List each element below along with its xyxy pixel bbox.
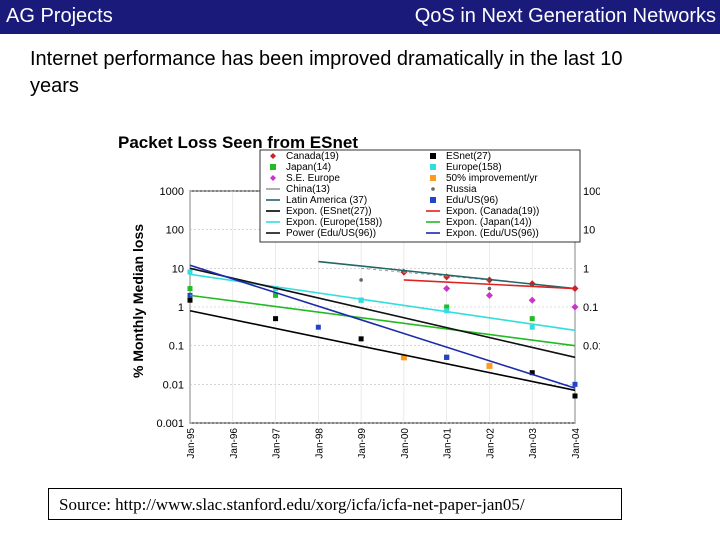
x-tick-label: Jan-97 (272, 428, 283, 459)
trend-line (189, 294, 576, 347)
data-point (443, 285, 451, 293)
slide-header: AG Projects QoS in Next Generation Netwo… (0, 0, 720, 34)
y-tick-label-left: 1000 (160, 186, 184, 198)
data-point (273, 292, 279, 298)
x-tick-label: Jan-01 (443, 428, 454, 459)
data-point (187, 269, 193, 275)
legend-label: 50% improvement/yr (446, 173, 538, 184)
chart-tick-labels: 1000 100 10 1 0.1 0.01 0.001 100 10 1 0.1 0.01 Jan-9… (156, 186, 600, 459)
legend-swatch (270, 164, 276, 170)
y-tick-label-right: 1 (583, 263, 589, 275)
y-tick-label-left: 100 (166, 225, 184, 237)
data-point (315, 324, 321, 330)
legend-label: Canada(19) (286, 151, 339, 162)
legend-box (259, 149, 581, 243)
x-tick-label: Jan-99 (357, 428, 368, 459)
data-point (529, 370, 535, 376)
data-point (486, 362, 493, 369)
data-point (529, 324, 535, 330)
y-tick-label-right: 0.01 (583, 341, 600, 353)
legend-label: Expon. (Canada(19)) (446, 206, 539, 217)
slide-headline: Internet performance has been improved d… (30, 48, 623, 97)
trend-line (403, 279, 576, 290)
y-tick-label-left: 0.001 (156, 418, 184, 430)
chart-marks (187, 268, 579, 399)
data-point (529, 316, 535, 322)
data-point (572, 381, 578, 387)
y-tick-label-right: 100 (583, 186, 600, 198)
data-point (528, 296, 536, 304)
packet-loss-chart: Packet Loss Seen from ESnet % Monthly Me… (118, 133, 600, 459)
legend-label: Expon. (Japan(14)) (446, 217, 532, 228)
data-point (487, 286, 492, 291)
trend-line (318, 260, 576, 290)
source-citation: Source: http://www.slac.stanford.edu/xor… (48, 488, 622, 520)
legend-label: Japan(14) (286, 162, 331, 173)
legend-swatch (270, 175, 276, 181)
legend-swatch (430, 175, 436, 181)
legend-swatch (270, 153, 276, 159)
legend-swatch (430, 164, 436, 170)
x-tick-label: Jan-96 (229, 428, 240, 459)
legend-label: Expon. (Europe(158)) (286, 217, 382, 228)
legend-label: Russia (446, 184, 477, 195)
x-tick-label: Jan-04 (571, 428, 582, 459)
y-tick-label-left: 1 (178, 302, 184, 314)
legend-label: ESnet(27) (446, 151, 491, 162)
x-tick-label: Jan-02 (485, 428, 496, 459)
y-tick-label-left: 0.1 (169, 341, 184, 353)
data-point (400, 354, 407, 361)
legend-label: Latin America (37) (286, 195, 367, 206)
chart-trend-lines (189, 260, 576, 392)
data-point (187, 297, 193, 303)
data-point (485, 291, 493, 299)
legend-label: S.E. Europe (286, 173, 340, 184)
data-point (444, 308, 450, 314)
y-tick-label-left: 0.01 (163, 379, 184, 391)
legend-swatch (430, 197, 436, 203)
data-point (358, 297, 364, 303)
legend-swatch (431, 187, 435, 191)
data-point (358, 336, 364, 342)
data-point (187, 286, 193, 292)
data-point (572, 393, 578, 399)
data-point (571, 285, 579, 293)
legend-label: China(13) (286, 184, 330, 195)
trend-line (189, 264, 576, 389)
header-left-title: AG Projects (6, 5, 113, 27)
legend-label: Power (Edu/US(96)) (286, 228, 376, 239)
chart-legend: Canada(19) ESnet(27) Japan(14) Europe(158) S… (259, 149, 581, 243)
x-tick-label: Jan-98 (314, 428, 325, 459)
data-point (359, 278, 363, 282)
data-point (444, 354, 450, 360)
x-tick-label: Jan-00 (400, 428, 411, 459)
y-tick-label-right: 0.1 (583, 302, 598, 314)
chart-frame: Packet Loss Seen from ESnet % Monthly Me… (118, 133, 358, 378)
trend-line (189, 267, 576, 359)
header-right-title: QoS in Next Generation Networks (414, 5, 716, 27)
data-point (273, 316, 279, 322)
x-tick-label: Jan-95 (186, 428, 197, 459)
trend-line (189, 309, 576, 392)
x-tick-label: Jan-03 (528, 428, 539, 459)
data-point (571, 303, 579, 311)
y-tick-label-left: 10 (172, 263, 184, 275)
chart-title: Packet Loss Seen from ESnet (118, 133, 358, 152)
data-point (444, 304, 450, 310)
chart-y-axis-label: % Monthly Median loss (130, 224, 146, 378)
y-tick-label-right: 10 (583, 225, 595, 237)
legend-swatch (430, 153, 436, 159)
legend-label: Expon. (ESnet(27)) (286, 206, 372, 217)
legend-label: Edu/US(96) (446, 195, 498, 206)
legend-label: Europe(158) (446, 162, 502, 173)
legend-label: Expon. (Edu/US(96)) (446, 228, 539, 239)
